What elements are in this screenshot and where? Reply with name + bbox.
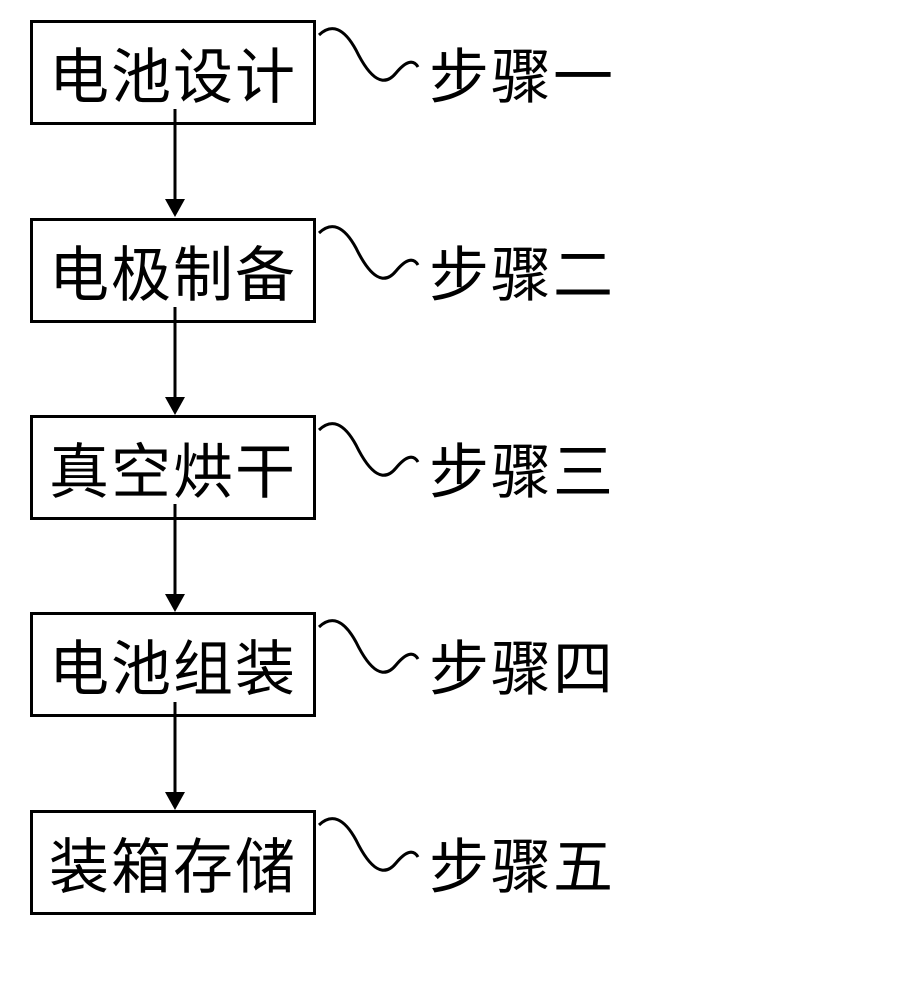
wave-connector-3: [316, 420, 421, 515]
wave-icon: [316, 420, 421, 510]
step-row-2: 电极制备 步骤二: [30, 218, 615, 323]
arrow-down-icon: [160, 504, 190, 612]
step-box-text-4: 电池组装: [49, 621, 297, 708]
arrow-2: [160, 307, 190, 415]
arrow-1: [160, 109, 190, 217]
flowchart-container: 电池设计 步骤一 电极制备 步骤二: [0, 0, 912, 1000]
arrow-down-icon: [160, 702, 190, 810]
step-box-text-3: 真空烘干: [49, 424, 297, 511]
step-row-3: 真空烘干 步骤三: [30, 415, 615, 520]
step-label-3: 步骤三: [429, 424, 615, 511]
step-row-4: 电池组装 步骤四: [30, 612, 615, 717]
wave-icon: [316, 617, 421, 707]
step-label-1: 步骤一: [429, 29, 615, 116]
wave-connector-5: [316, 815, 421, 910]
step-box-text-2: 电极制备: [49, 227, 297, 314]
arrow-down-icon: [160, 109, 190, 217]
wave-icon: [316, 815, 421, 905]
arrow-down-icon: [160, 307, 190, 415]
arrow-3: [160, 504, 190, 612]
step-box-text-5: 装箱存储: [49, 819, 297, 906]
wave-connector-2: [316, 223, 421, 318]
wave-icon: [316, 223, 421, 313]
wave-connector-1: [316, 25, 421, 120]
step-box-text-1: 电池设计: [49, 29, 297, 116]
wave-connector-4: [316, 617, 421, 712]
wave-icon: [316, 25, 421, 115]
step-box-5: 装箱存储: [30, 810, 316, 915]
step-label-2: 步骤二: [429, 227, 615, 314]
step-row-5: 装箱存储 步骤五: [30, 810, 615, 915]
step-label-5: 步骤五: [429, 819, 615, 906]
step-row-1: 电池设计 步骤一: [30, 20, 615, 125]
step-label-4: 步骤四: [429, 621, 615, 708]
arrow-4: [160, 702, 190, 810]
